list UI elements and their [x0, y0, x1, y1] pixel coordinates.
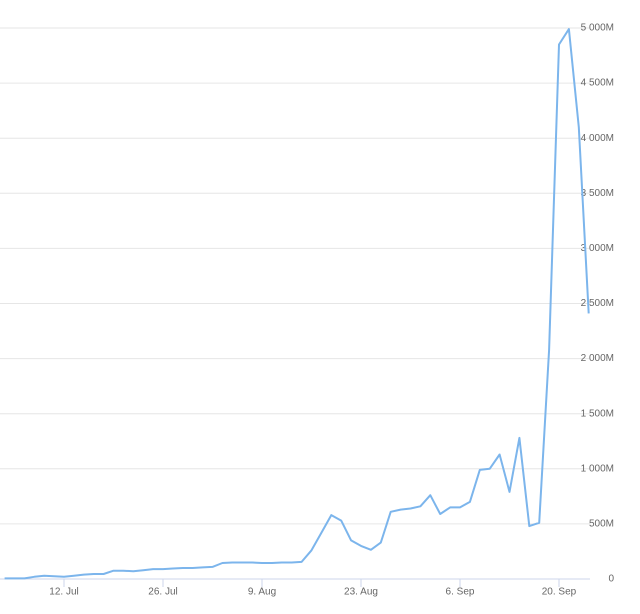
- y-tick-label: 3 000M: [581, 243, 614, 254]
- x-tick-label: 23. Aug: [344, 587, 378, 598]
- x-tick-label: 20. Sep: [542, 587, 577, 598]
- x-tick-label: 12. Jul: [49, 587, 78, 598]
- y-tick-label: 2 000M: [581, 353, 614, 364]
- x-tick-label: 9. Aug: [248, 587, 276, 598]
- y-tick-label: 4 500M: [581, 78, 614, 89]
- y-tick-label: 2 500M: [581, 298, 614, 309]
- x-tick-label: 26. Jul: [148, 587, 177, 598]
- x-tick-label: 6. Sep: [446, 587, 475, 598]
- y-tick-label: 3 500M: [581, 188, 614, 199]
- line: [4, 28, 590, 580]
- y-tick-label: 0: [608, 574, 614, 585]
- y-tick-label: 5 000M: [581, 23, 614, 34]
- y-tick-label: 1 000M: [581, 463, 614, 474]
- y-tick-label: 500M: [589, 519, 614, 530]
- y-tick-label: 4 000M: [581, 133, 614, 144]
- y-tick-label: 1 500M: [581, 408, 614, 419]
